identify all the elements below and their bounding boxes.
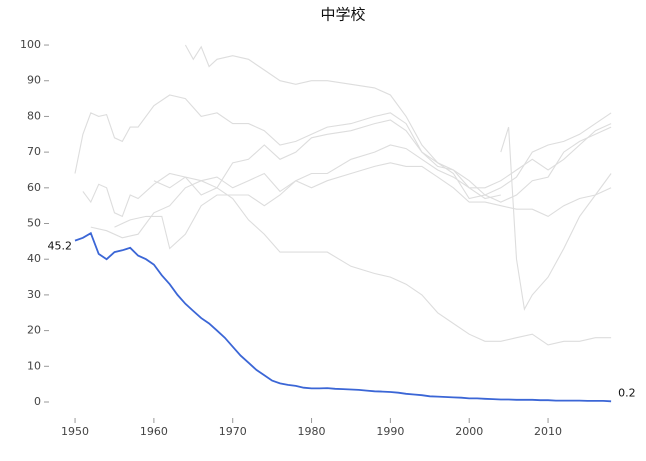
data-label: 45.2 (48, 240, 73, 253)
background-line (153, 176, 612, 346)
background-line (184, 44, 612, 196)
y-tick-label: 20 (27, 324, 41, 337)
background-line (500, 126, 612, 311)
y-tick-label: 70 (27, 145, 41, 158)
y-tick-label: 40 (27, 252, 41, 265)
y-tick-label: 100 (20, 38, 41, 51)
y-tick-label: 60 (27, 181, 41, 194)
x-tick-label: 2010 (534, 425, 562, 438)
y-tick-label: 90 (27, 74, 41, 87)
x-tick-label: 2000 (455, 425, 483, 438)
chart-title: 中学校 (320, 6, 365, 24)
x-tick-label: 1990 (376, 425, 404, 438)
background-line (74, 94, 612, 189)
x-tick-label: 1960 (140, 425, 168, 438)
y-tick-label: 80 (27, 109, 41, 122)
highlight-line (74, 231, 612, 403)
y-tick-label: 50 (27, 217, 41, 230)
x-tick-label: 1970 (219, 425, 247, 438)
x-tick-label: 1980 (298, 425, 326, 438)
data-label: 0.2 (618, 386, 636, 399)
background-line (90, 162, 612, 239)
y-tick-label: 0 (34, 395, 41, 408)
background-line (82, 119, 612, 218)
x-tick-label: 1950 (61, 425, 89, 438)
y-tick-label: 10 (27, 359, 41, 372)
background-line (114, 144, 501, 250)
y-tick-label: 30 (27, 288, 41, 301)
